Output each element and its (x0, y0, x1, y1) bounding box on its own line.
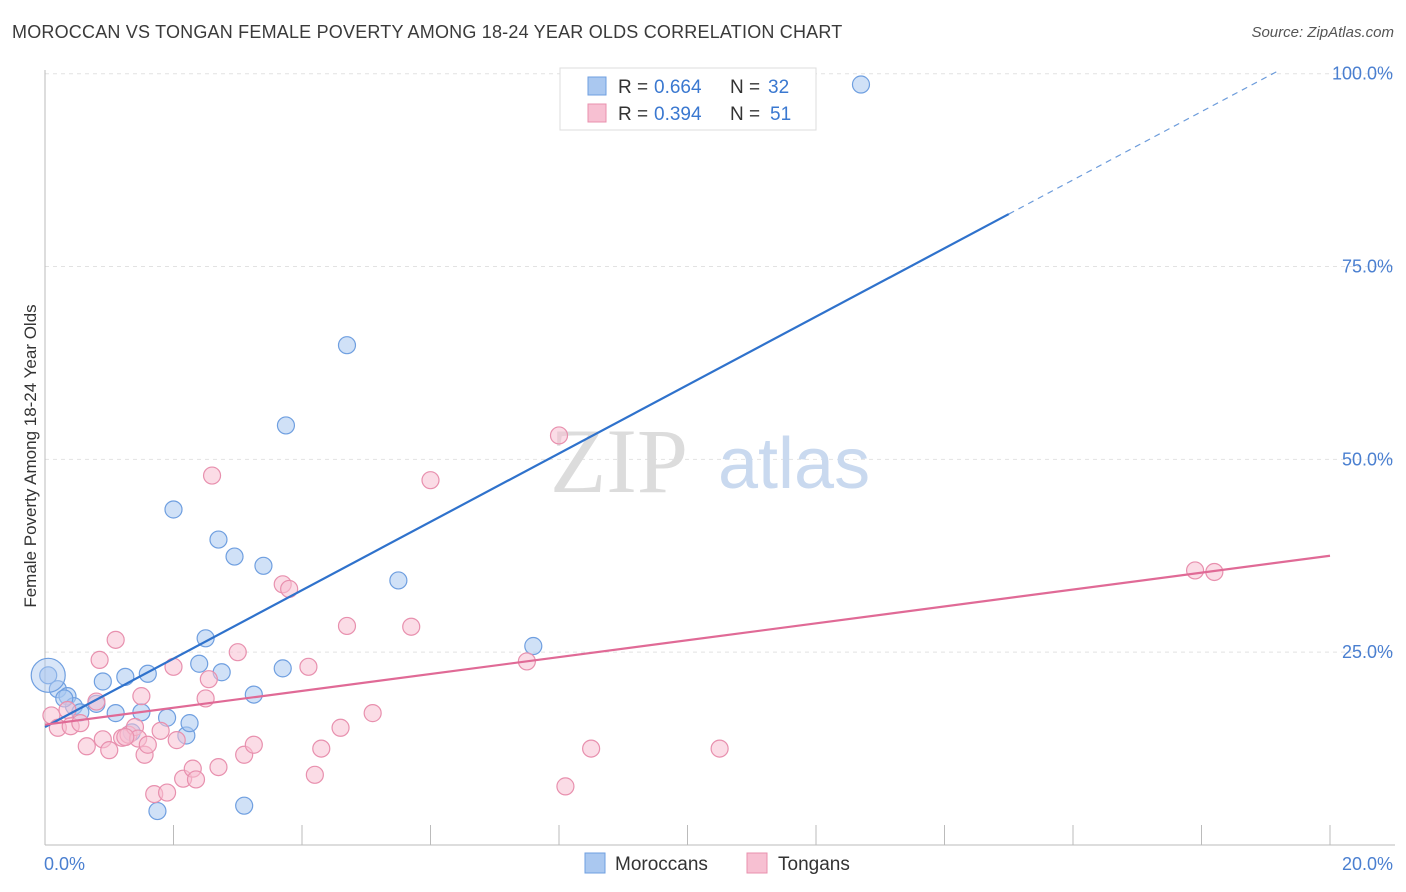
data-point-tongans (402, 617, 421, 636)
data-point-moroccans (389, 571, 408, 590)
data-point-moroccans (164, 500, 183, 519)
data-point-tongans (116, 727, 135, 747)
legend-swatch-tongans (587, 103, 607, 123)
watermark-zip: ZIP (550, 410, 688, 512)
y-tick-label: 75.0% (1342, 257, 1393, 277)
data-point-moroccans (254, 556, 273, 575)
data-point-tongans (299, 657, 318, 676)
data-point-moroccans (106, 704, 125, 723)
legend-label-tongans: Tongans (778, 854, 850, 875)
data-point-tongans (132, 687, 151, 706)
watermark-atlas: atlas (718, 424, 870, 504)
data-point-tongans (138, 735, 157, 754)
data-point-tongans (199, 670, 218, 689)
data-point-tongans (312, 739, 331, 758)
data-point-moroccans (190, 654, 209, 673)
legend-n-value: 51 (770, 104, 791, 125)
chart-title: MOROCCAN VS TONGAN FEMALE POVERTY AMONG … (12, 22, 843, 42)
data-point-tongans (157, 783, 177, 802)
data-point-tongans (202, 466, 222, 485)
x-tick-label: 0.0% (44, 854, 85, 874)
y-tick-labels: 25.0% 50.0% 75.0% 100.0% (1332, 64, 1393, 662)
data-point-tongans (151, 721, 170, 740)
data-point-moroccans (273, 659, 292, 678)
y-axis-label: Female Poverty Among 18-24 Year Olds (21, 304, 40, 607)
data-points (30, 75, 1224, 821)
chart-source: Source: ZipAtlas.com (1251, 24, 1394, 41)
data-point-moroccans (209, 530, 228, 549)
data-point-moroccans (30, 657, 66, 693)
y-tick-label: 50.0% (1342, 449, 1393, 469)
data-point-tongans (244, 735, 263, 754)
data-point-tongans (77, 737, 96, 756)
data-point-moroccans (148, 801, 167, 821)
data-point-moroccans (337, 336, 357, 355)
legend-n-label: N = (730, 104, 760, 125)
trend-line-moroccans (44, 213, 1010, 728)
legend-n-value: 32 (768, 77, 789, 98)
legend-n-label: N = (730, 77, 760, 98)
data-point-tongans (582, 739, 601, 758)
data-point-tongans (186, 770, 206, 789)
data-point-tongans (228, 643, 247, 662)
trend-lines (44, 70, 1331, 728)
data-point-tongans (556, 777, 575, 796)
correlation-legend: R = 0.664 N = 32 R = 0.394 N = 51 (559, 67, 817, 131)
data-point-tongans (421, 471, 440, 490)
data-point-moroccans (244, 685, 263, 704)
data-point-moroccans (93, 672, 112, 691)
data-point-tongans (363, 704, 382, 723)
x-tick-labels: 0.0% 20.0% (44, 854, 1393, 874)
trend-line-tongans (44, 554, 1331, 726)
legend-swatch-moroccans (587, 76, 607, 96)
data-point-tongans (100, 741, 119, 760)
data-point-tongans (167, 731, 186, 750)
legend-r-label: R = (618, 104, 648, 125)
watermark: ZIP atlas (550, 410, 870, 512)
legend-swatch-moroccans (584, 852, 606, 874)
data-point-moroccans (524, 636, 543, 656)
data-point-tongans (305, 765, 324, 784)
data-point-tongans (549, 426, 569, 445)
y-tick-label: 100.0% (1332, 64, 1393, 84)
legend-r-value: 0.664 (654, 77, 702, 98)
data-point-moroccans (225, 547, 244, 566)
series-legend: Moroccans Tongans (584, 852, 850, 875)
legend-label-moroccans: Moroccans (615, 854, 708, 875)
y-tick-label: 25.0% (1342, 642, 1393, 662)
legend-r-label: R = (618, 77, 648, 98)
data-point-tongans (209, 757, 228, 777)
legend-swatch-tongans (746, 852, 768, 874)
data-point-tongans (90, 650, 109, 669)
data-point-tongans (106, 630, 125, 649)
data-point-tongans (71, 714, 90, 733)
data-point-tongans (710, 739, 729, 758)
data-point-moroccans (276, 416, 296, 435)
data-point-moroccans (851, 75, 871, 94)
data-point-tongans (331, 718, 350, 737)
legend-r-value: 0.394 (654, 104, 702, 125)
data-point-tongans (337, 616, 357, 636)
data-point-moroccans (116, 667, 135, 686)
data-point-moroccans (39, 666, 58, 685)
x-tick-label: 20.0% (1342, 854, 1393, 874)
data-point-moroccans (138, 664, 157, 683)
trend-line-extension-moroccans (1008, 70, 1279, 215)
x-minor-ticks (44, 825, 1331, 845)
data-point-tongans (1185, 561, 1205, 580)
data-point-moroccans (235, 796, 254, 815)
data-point-moroccans (180, 714, 199, 733)
